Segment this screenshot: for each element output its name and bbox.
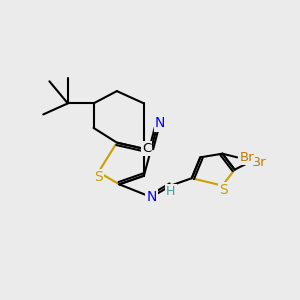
Text: S: S: [219, 184, 228, 197]
Text: S: S: [94, 170, 103, 184]
Text: Br: Br: [240, 151, 254, 164]
Text: C: C: [142, 142, 152, 155]
Text: N: N: [154, 116, 165, 130]
Text: N: N: [146, 190, 157, 204]
Text: H: H: [166, 185, 176, 199]
Text: Br: Br: [252, 156, 266, 169]
